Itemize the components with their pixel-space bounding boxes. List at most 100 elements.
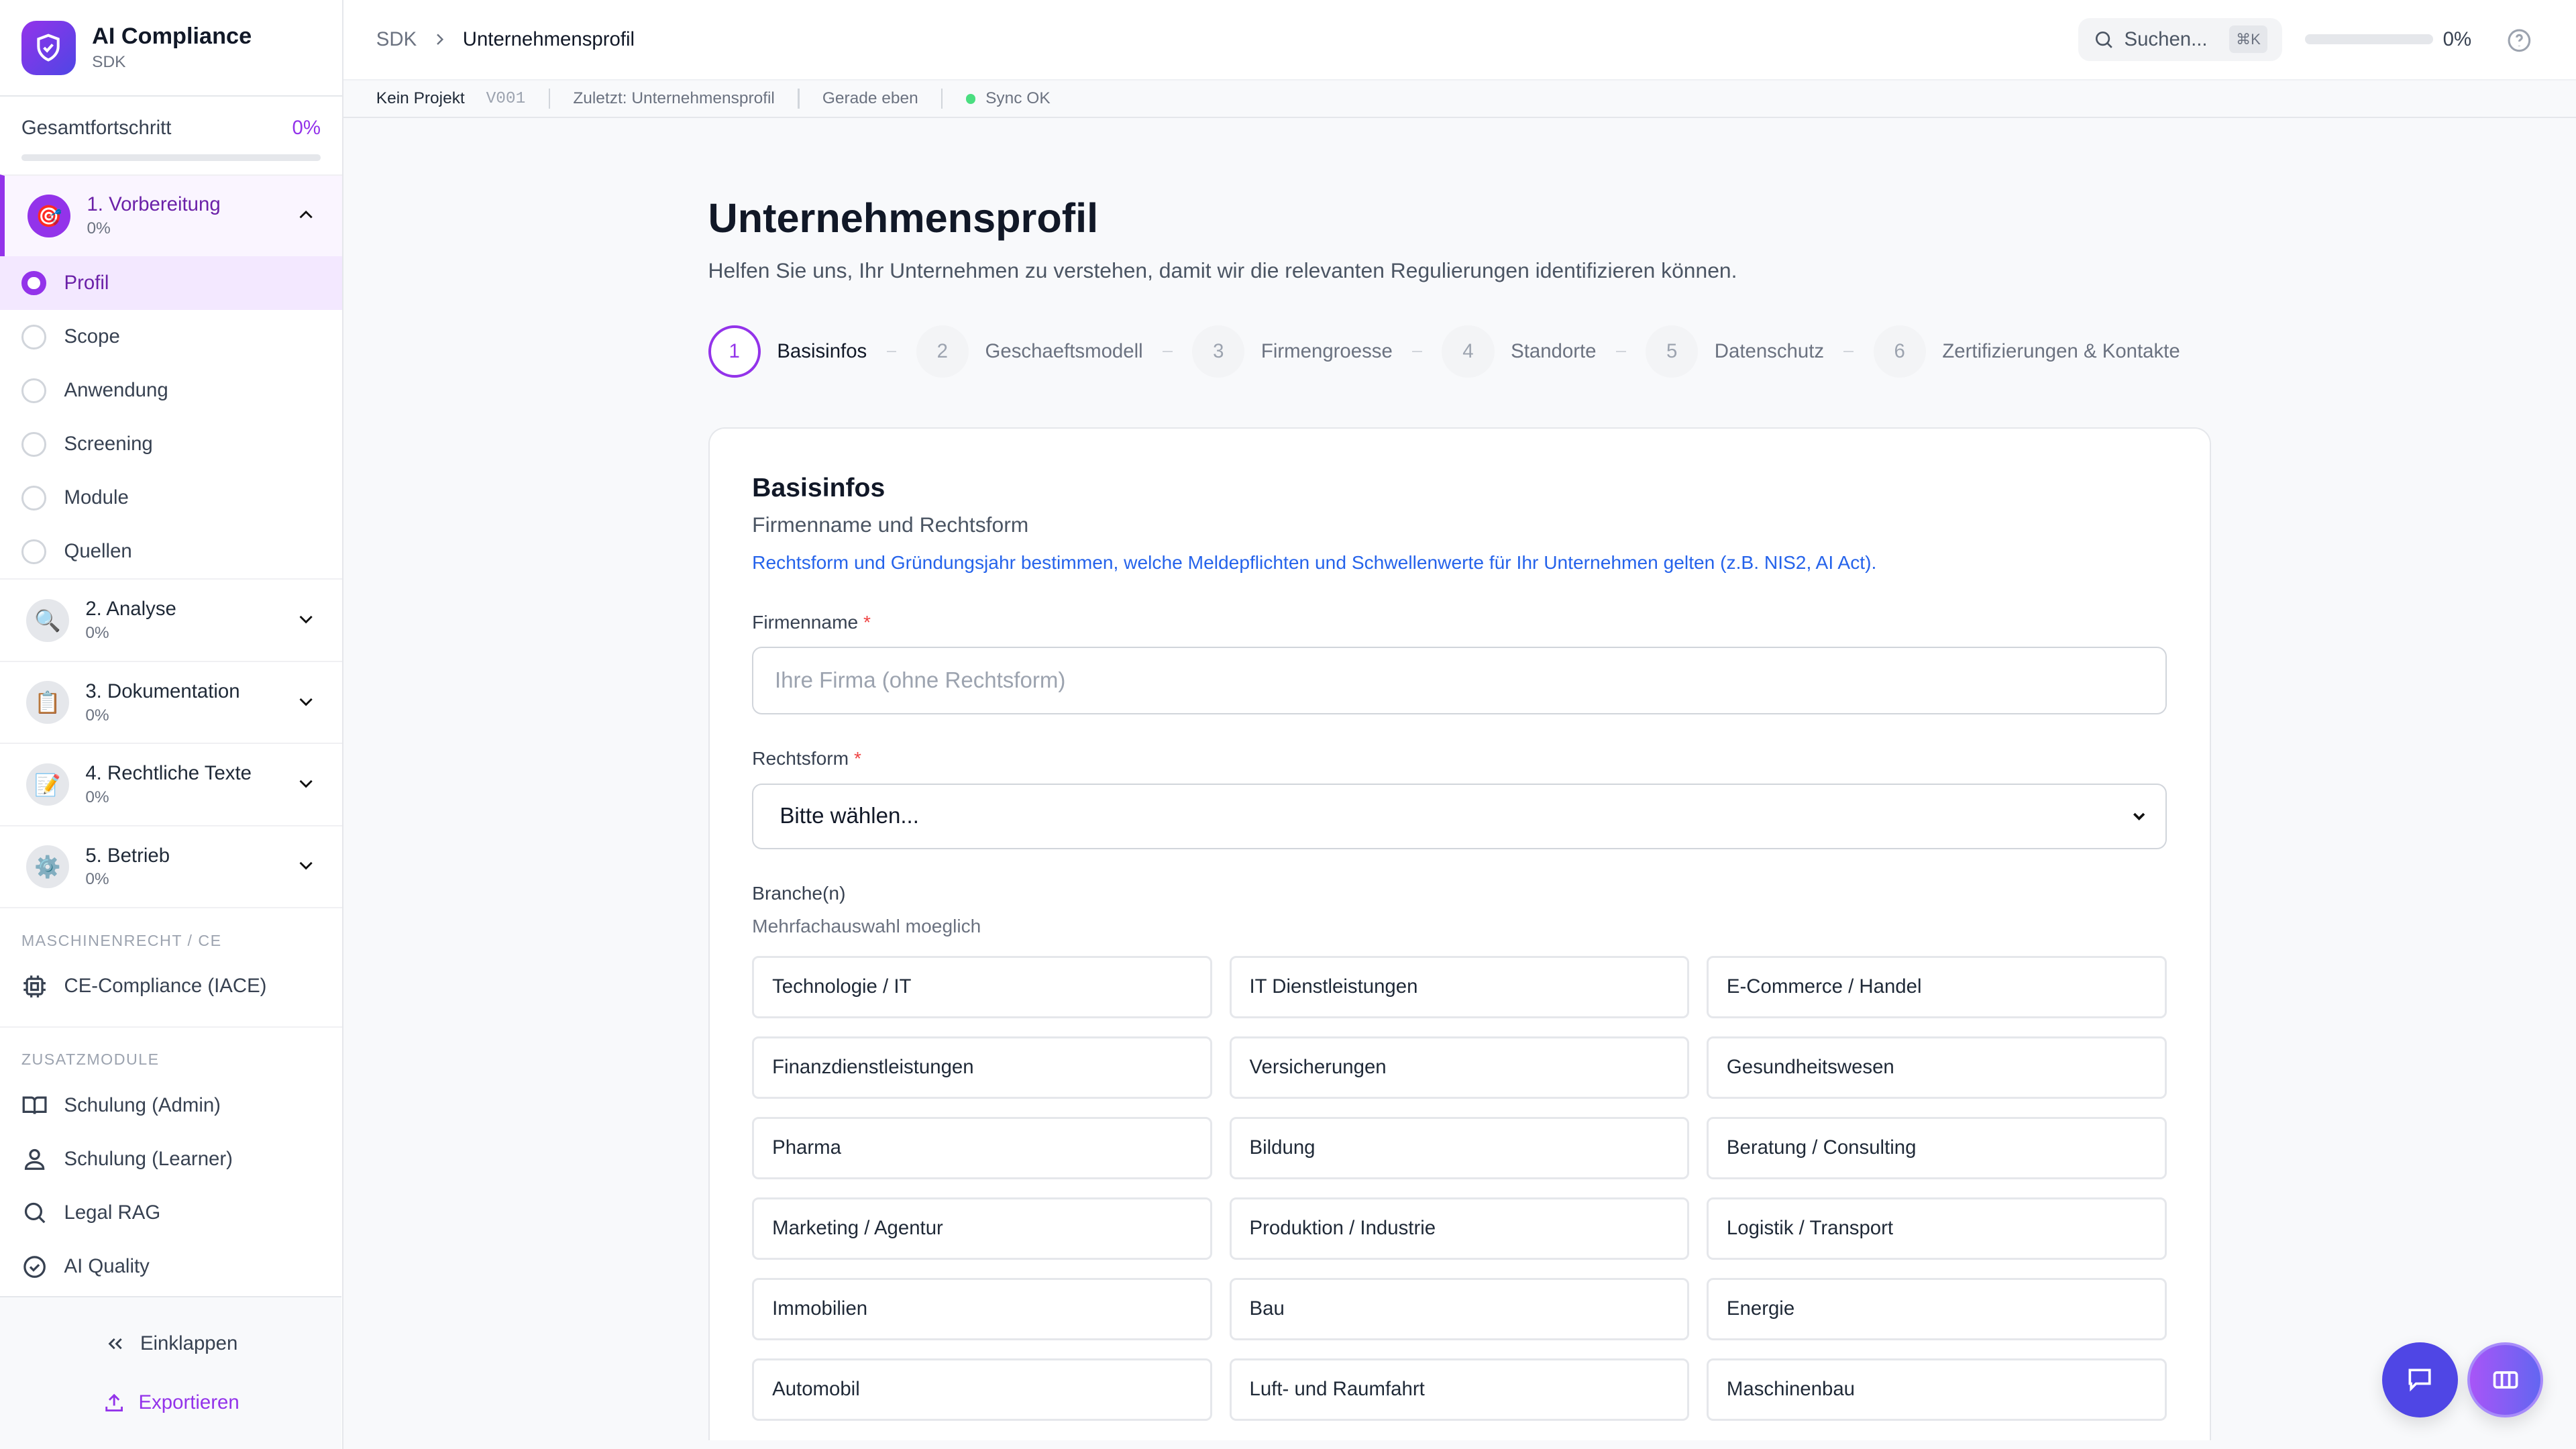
overall-progress: Gesamtfortschritt 0% — [0, 97, 342, 174]
breadcrumb-root[interactable]: SDK — [376, 28, 417, 50]
nav-item-profil[interactable]: Profil — [0, 256, 342, 311]
app-subtitle: SDK — [92, 53, 126, 72]
industry-option[interactable]: Automobil — [752, 1358, 1212, 1421]
nav-item-anwendung[interactable]: Anwendung — [0, 364, 342, 417]
industry-option[interactable]: Pharma — [752, 1116, 1212, 1179]
phase-5[interactable]: ⚙️ 5. Betrieb 0% — [0, 824, 342, 907]
step-2[interactable]: 2 Geschaeftsmodell — [916, 325, 1192, 378]
phase-3[interactable]: 📋 3. Dokumentation 0% — [0, 660, 342, 743]
company-name-input[interactable]: Ihre Firma (ohne Rechtsform) — [752, 647, 2167, 714]
header-progress-bar — [2304, 34, 2433, 45]
step-4[interactable]: 4 Standorte — [1442, 325, 1646, 378]
legal-form-select[interactable]: Bitte wählen... — [752, 783, 2167, 849]
step-1[interactable]: 1 Basisinfos — [708, 325, 916, 378]
industry-option[interactable]: Gesundheitswesen — [1706, 1036, 2167, 1099]
sync-status: Sync OK — [985, 89, 1051, 108]
nav-label: Schulung (Learner) — [64, 1147, 233, 1170]
chevron-down-icon[interactable] — [294, 690, 317, 713]
chevron-up-icon[interactable] — [294, 203, 317, 226]
nav-ce-compliance[interactable]: CE-Compliance (IACE) — [0, 959, 342, 1013]
chevron-down-icon[interactable] — [294, 772, 317, 795]
nav-schulung-admin[interactable]: Schulung (Admin) — [0, 1079, 342, 1132]
search-placeholder: Suchen... — [2124, 28, 2208, 50]
phase-progress: 0% — [85, 870, 109, 889]
industry-label: Maschinenbau — [1726, 1378, 1855, 1401]
search-button[interactable]: Suchen... ⌘K — [2078, 17, 2282, 61]
step-6[interactable]: 6 Zertifizierungen & Kontakte — [1873, 325, 2180, 378]
phase-name: 2. Analyse — [85, 598, 176, 621]
chevron-down-icon — [2133, 812, 2145, 820]
industry-label: Energie — [1726, 1297, 1795, 1320]
help-icon[interactable] — [2507, 28, 2532, 53]
header-progress-value: 0% — [2443, 28, 2472, 50]
step-5[interactable]: 5 Datenschutz — [1645, 325, 1874, 378]
app-title: AI Compliance — [92, 23, 252, 50]
nav-item-scope[interactable]: Scope — [0, 310, 342, 364]
nav-label: AI Quality — [64, 1255, 150, 1278]
industry-label: Produktion / Industrie — [1249, 1217, 1436, 1240]
chevron-down-icon[interactable] — [294, 608, 317, 631]
industry-option[interactable]: E-Commerce / Handel — [1706, 955, 2167, 1018]
phase-progress: 0% — [85, 788, 109, 807]
industry-option[interactable]: Versicherungen — [1229, 1036, 1690, 1099]
industry-option[interactable]: IT Dienstleistungen — [1229, 955, 1690, 1018]
nav-item-module[interactable]: Module — [0, 471, 342, 525]
brand: AI Compliance SDK — [0, 0, 342, 97]
step-label: Zertifizierungen & Kontakte — [1942, 340, 2180, 363]
phase-4[interactable]: 📝 4. Rechtliche Texte 0% — [0, 743, 342, 824]
step-number: 1 — [708, 325, 761, 378]
panel-button[interactable] — [2467, 1342, 2543, 1418]
magnifier-icon: 🔍 — [26, 598, 69, 642]
nav-label: Legal RAG — [64, 1201, 161, 1224]
top-header: SDK Unternehmensprofil Suchen... ⌘K 0% — [343, 0, 2576, 80]
collapse-button[interactable]: Einklappen — [0, 1314, 341, 1373]
phase-2[interactable]: 🔍 2. Analyse 0% — [0, 578, 342, 660]
nav-item-screening[interactable]: Screening — [0, 417, 342, 471]
nav-ai-quality[interactable]: AI Quality — [0, 1240, 342, 1293]
phase-name: 4. Rechtliche Texte — [85, 762, 252, 785]
phase-progress: 0% — [87, 219, 111, 238]
industry-option[interactable]: Luft- und Raumfahrt — [1229, 1358, 1690, 1421]
industry-label: Technologie / IT — [772, 975, 912, 998]
industry-option[interactable]: Energie — [1706, 1277, 2167, 1340]
section-extra: ZUSATZMODULE — [0, 1026, 342, 1079]
nav-item-quellen[interactable]: Quellen — [0, 525, 342, 578]
user-icon — [24, 1149, 45, 1171]
industry-label: E-Commerce / Handel — [1726, 975, 1922, 998]
nav-label: CE-Compliance (IACE) — [64, 975, 267, 998]
industry-option[interactable]: Immobilien — [752, 1277, 1212, 1340]
chat-button[interactable] — [2382, 1342, 2458, 1418]
step-label: Basisinfos — [777, 340, 867, 363]
step-number: 3 — [1192, 325, 1245, 378]
stepper: 1 Basisinfos 2 Geschaeftsmodell 3 Firmengroes… — [708, 325, 2212, 378]
step-separator — [1412, 350, 1422, 353]
industry-label: Automobil — [772, 1378, 860, 1401]
phase-vorbereitung[interactable]: 🎯 1. Vorbereitung 0% — [0, 174, 342, 257]
step-number: 4 — [1442, 325, 1495, 378]
step-label: Standorte — [1511, 340, 1597, 363]
step-3[interactable]: 3 Firmengroesse — [1192, 325, 1442, 378]
nav-label: Scope — [64, 325, 120, 348]
chevron-down-icon[interactable] — [294, 854, 317, 877]
nav-legal-rag[interactable]: Legal RAG — [0, 1186, 342, 1240]
industry-option[interactable]: Bau — [1229, 1277, 1690, 1340]
industry-option[interactable]: Bildung — [1229, 1116, 1690, 1179]
phase-name: 3. Dokumentation — [85, 680, 240, 702]
industry-option[interactable]: Produktion / Industrie — [1229, 1197, 1690, 1260]
overall-progress-label: Gesamtfortschritt — [21, 116, 172, 139]
phase-progress: 0% — [85, 624, 109, 643]
industry-option[interactable]: Maschinenbau — [1706, 1358, 2167, 1421]
industry-option[interactable]: Beratung / Consulting — [1706, 1116, 2167, 1179]
industry-label: Marketing / Agentur — [772, 1217, 943, 1240]
export-button[interactable]: Exportieren — [0, 1373, 341, 1432]
nav-schulung-learner[interactable]: Schulung (Learner) — [0, 1132, 342, 1186]
industry-option[interactable]: Marketing / Agentur — [752, 1197, 1212, 1260]
industry-option[interactable]: Technologie / IT — [752, 955, 1212, 1018]
industry-option[interactable]: Finanzdienstleistungen — [752, 1036, 1212, 1099]
industry-option[interactable]: Logistik / Transport — [1706, 1197, 2167, 1260]
industry-label: Finanzdienstleistungen — [772, 1056, 974, 1079]
industry-label: Logistik / Transport — [1726, 1217, 1894, 1240]
chat-icon — [2408, 1368, 2431, 1392]
overall-progress-bar — [21, 154, 321, 161]
breadcrumb-current: Unternehmensprofil — [462, 28, 635, 50]
